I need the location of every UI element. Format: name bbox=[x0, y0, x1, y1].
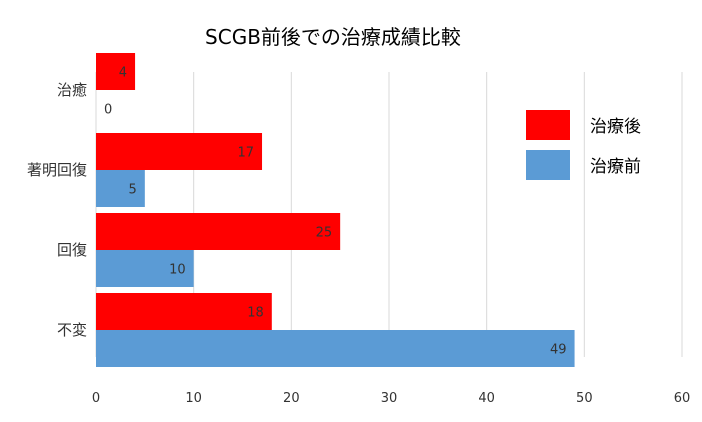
bar bbox=[96, 213, 341, 250]
x-tick-label: 60 bbox=[674, 391, 691, 406]
data-label: 25 bbox=[316, 226, 333, 241]
category-label: 不変 bbox=[57, 321, 87, 339]
bar bbox=[96, 250, 194, 287]
bars: 4 0 17 5 25 10 18 49 bbox=[96, 53, 575, 367]
x-tick-labels: 0 10 20 30 40 50 60 bbox=[92, 391, 690, 406]
x-tick-label: 30 bbox=[381, 391, 398, 406]
x-tick-label: 50 bbox=[576, 391, 593, 406]
legend-swatch bbox=[526, 110, 570, 140]
data-label: 18 bbox=[247, 306, 264, 321]
x-tick-label: 20 bbox=[283, 391, 300, 406]
data-label: 4 bbox=[119, 66, 127, 81]
category-label: 著明回復 bbox=[27, 161, 87, 179]
data-label: 49 bbox=[550, 343, 567, 358]
bar bbox=[96, 330, 575, 367]
bar bbox=[96, 293, 272, 330]
x-tick-label: 0 bbox=[92, 391, 100, 406]
bar bbox=[96, 170, 145, 207]
chart-title: SCGB前後での治療成績比較 bbox=[205, 25, 461, 49]
category-label: 治癒 bbox=[57, 81, 87, 99]
legend-label: 治療後 bbox=[590, 117, 641, 137]
data-label: 5 bbox=[129, 183, 137, 198]
x-tick-label: 10 bbox=[185, 391, 202, 406]
data-label: 0 bbox=[104, 103, 112, 118]
bar bbox=[96, 133, 263, 170]
x-tick-label: 40 bbox=[478, 391, 495, 406]
data-label: 17 bbox=[237, 146, 254, 161]
legend-swatch bbox=[526, 150, 570, 180]
legend-label: 治療前 bbox=[590, 157, 641, 177]
bar bbox=[96, 53, 136, 90]
category-label: 回復 bbox=[57, 241, 87, 259]
data-label: 10 bbox=[169, 263, 186, 278]
